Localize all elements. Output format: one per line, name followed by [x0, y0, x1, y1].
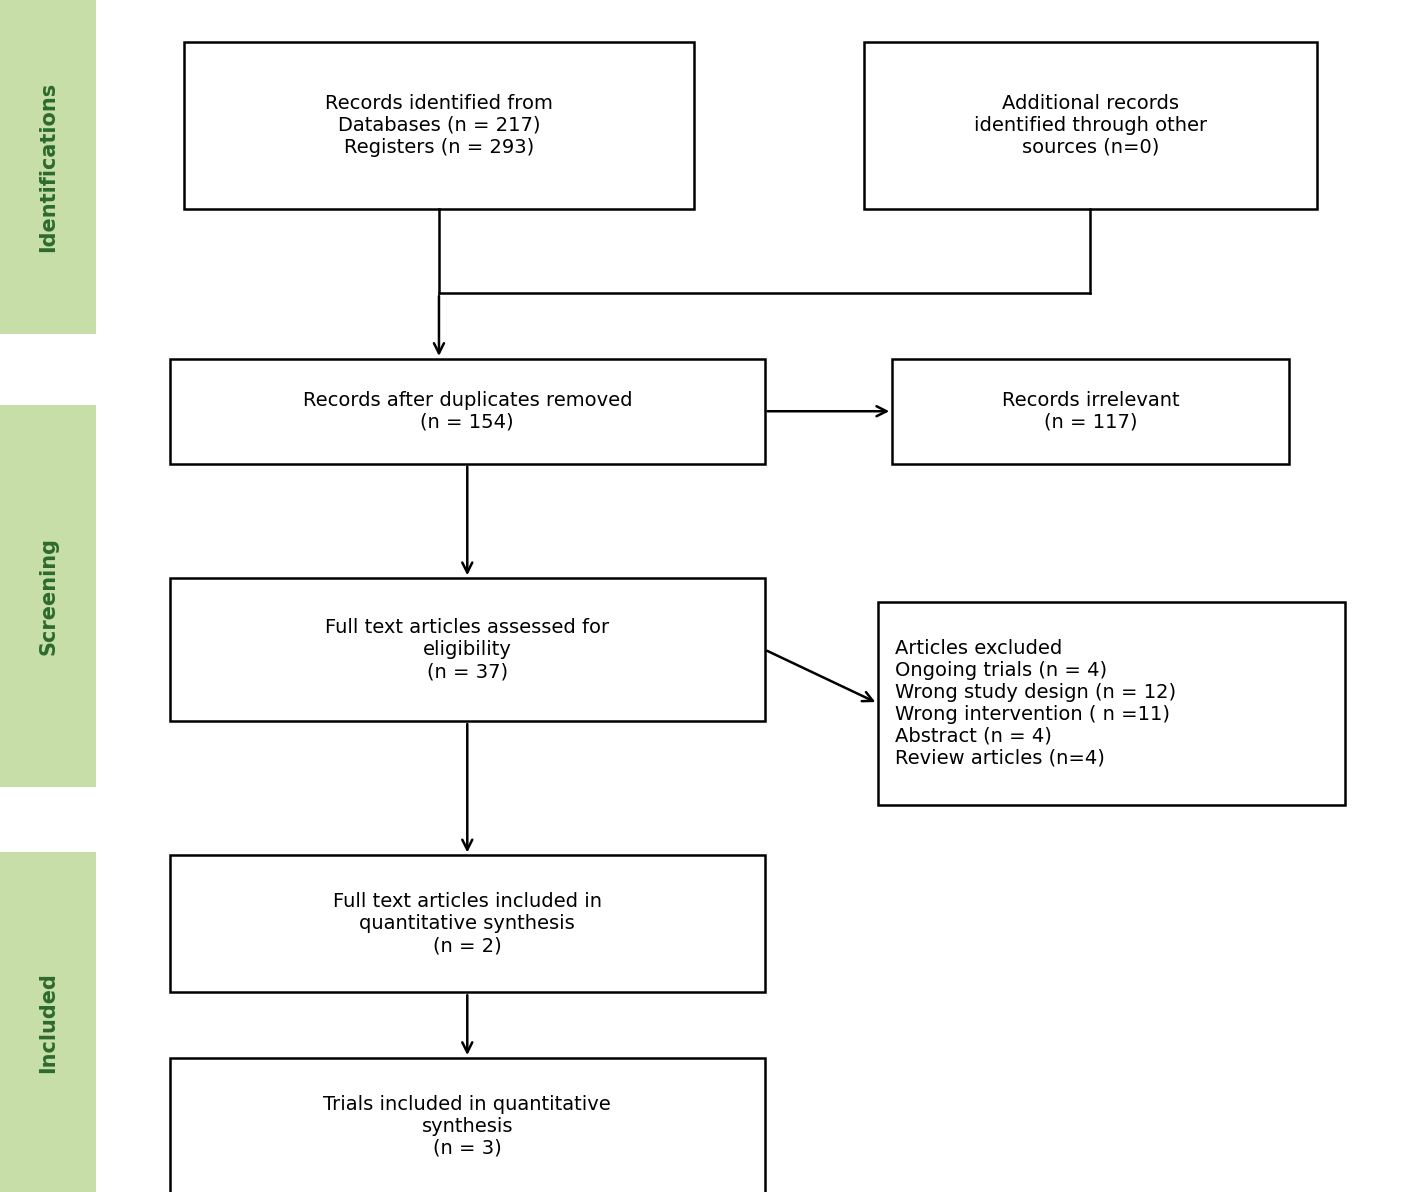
Text: Full text articles included in
quantitative synthesis
(n = 2): Full text articles included in quantitat…	[333, 893, 602, 955]
Bar	[0, 0, 96, 334]
Text: Articles excluded
Ongoing trials (n = 4)
Wrong study design (n = 12)
Wrong inter: Articles excluded Ongoing trials (n = 4)…	[895, 639, 1177, 768]
Text: Trials included in quantitative
synthesis
(n = 3): Trials included in quantitative synthesi…	[323, 1095, 612, 1157]
FancyBboxPatch shape	[892, 359, 1289, 464]
FancyBboxPatch shape	[864, 42, 1317, 209]
FancyBboxPatch shape	[878, 602, 1345, 805]
FancyBboxPatch shape	[170, 1058, 765, 1192]
FancyBboxPatch shape	[170, 359, 765, 464]
Bar	[0, 405, 96, 787]
Text: Records irrelevant
(n = 117): Records irrelevant (n = 117)	[1001, 391, 1180, 432]
Text: Full text articles assessed for
eligibility
(n = 37): Full text articles assessed for eligibil…	[326, 619, 609, 681]
Text: Included: Included	[38, 971, 58, 1073]
Text: Screening: Screening	[38, 538, 58, 654]
Text: Additional records
identified through other
sources (n=0): Additional records identified through ot…	[974, 94, 1206, 156]
Bar	[0, 852, 96, 1192]
Text: Identifications: Identifications	[38, 82, 58, 252]
FancyBboxPatch shape	[184, 42, 694, 209]
Text: Records identified from
Databases (n = 217)
Registers (n = 293): Records identified from Databases (n = 2…	[326, 94, 552, 156]
Text: Records after duplicates removed
(n = 154): Records after duplicates removed (n = 15…	[303, 391, 632, 432]
FancyBboxPatch shape	[170, 578, 765, 721]
FancyBboxPatch shape	[170, 856, 765, 992]
